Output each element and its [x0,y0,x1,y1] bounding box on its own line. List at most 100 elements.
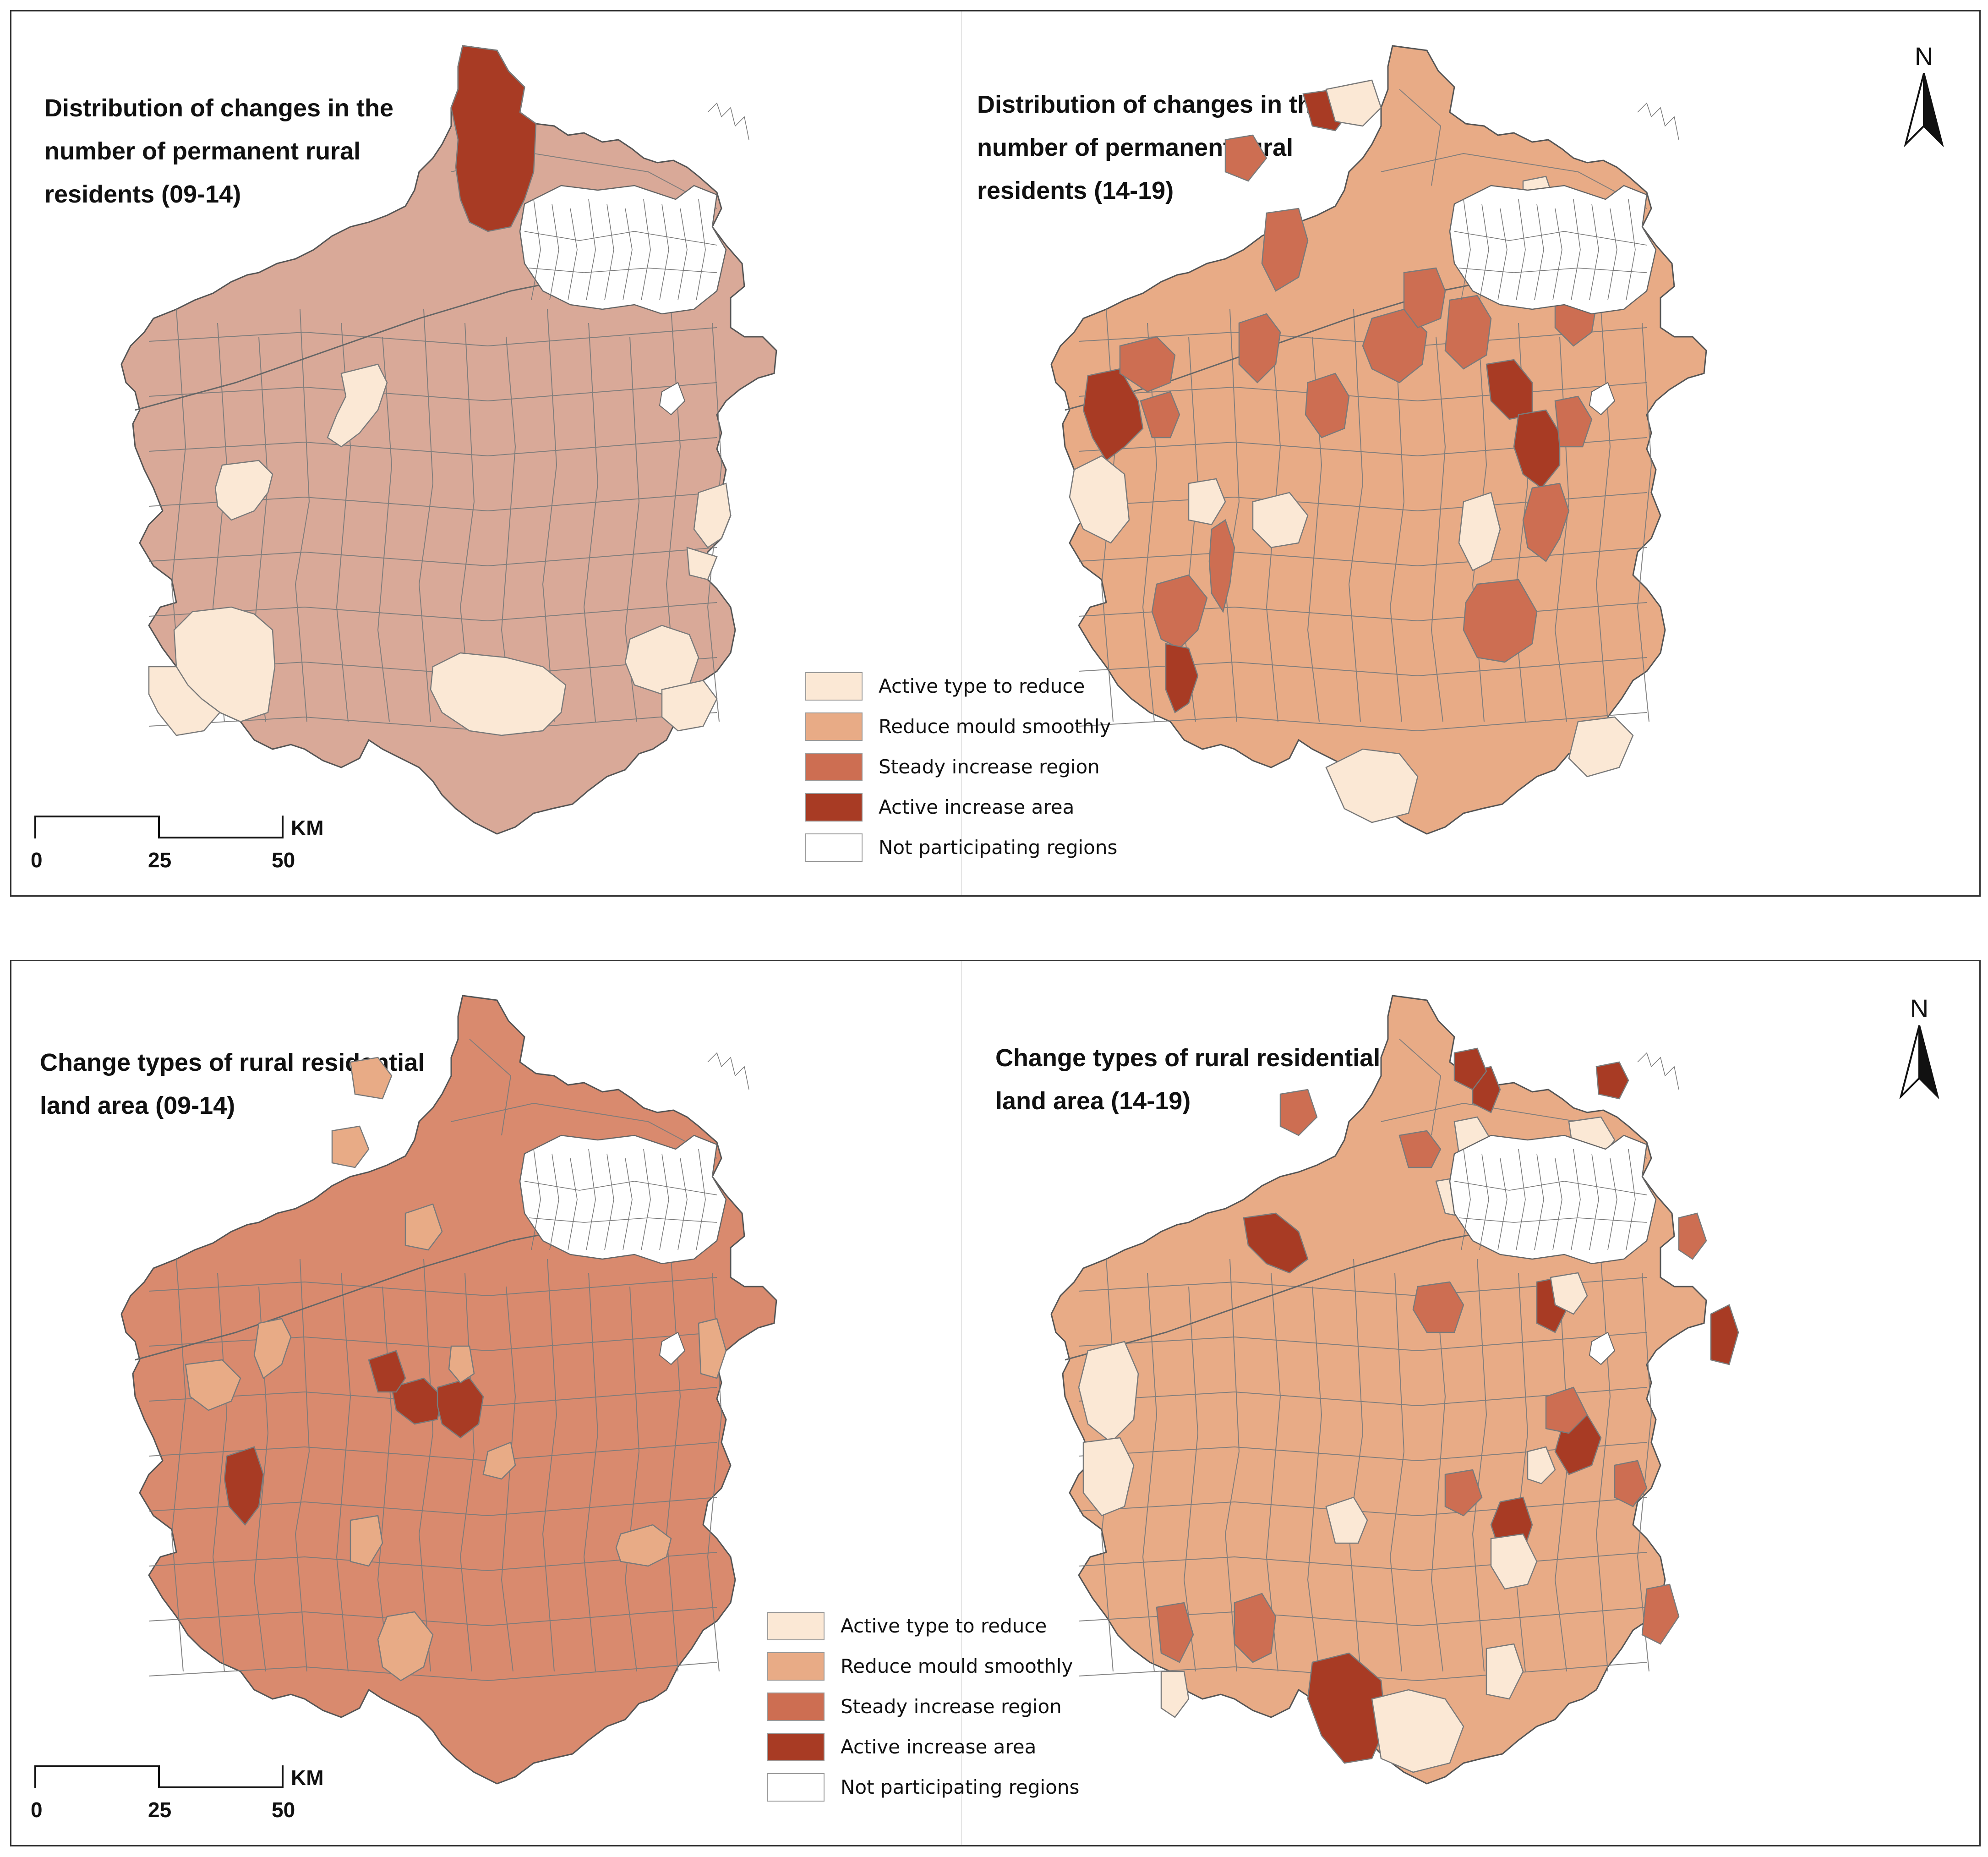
legend-label: Active type to reduce [879,675,1085,697]
region-polygon [1305,372,1350,438]
region-polygon [1151,574,1208,649]
region-polygon [1307,1652,1387,1764]
region-polygon [1082,1437,1135,1517]
legend-swatch [805,833,863,862]
scale-tick-25: 25 [148,848,172,872]
region-polygon [327,363,388,448]
region-polygon [1252,492,1309,548]
region-polygon [1412,1281,1464,1333]
region-polygon [1545,1386,1588,1434]
region-polygon [148,666,221,736]
region-polygon [214,460,273,521]
map-residents-14-19 [1050,45,1707,835]
legend-label: Not participating regions [841,1776,1080,1798]
region-polygon [350,1057,393,1100]
region-polygon [377,1611,434,1682]
region-polygon [1678,1212,1707,1260]
region-polygon [698,1318,727,1379]
region-polygon [1279,1089,1318,1136]
region-polygon [253,1318,292,1379]
railway-line [135,1222,603,1361]
map-residents-09-14 [120,45,777,835]
region-polygon [331,1125,370,1168]
region-polygon [1710,1304,1739,1365]
scale-tick-50: 50 [272,1798,295,1822]
region-polygon [615,1524,672,1567]
legend-label: Active increase area [841,1736,1037,1758]
region-polygon [693,482,732,548]
legend-swatch [767,1693,825,1721]
region-polygon [1453,1047,1487,1090]
region-polygon [1527,1446,1556,1485]
region-polygon [1554,395,1593,448]
region-polygon [185,1359,241,1411]
region-polygon [1614,1460,1648,1507]
region-polygon [1165,643,1199,713]
region-polygon [1513,409,1561,489]
panel-residential-land: Change types of rural residential land a… [10,960,1981,1846]
legend-label: Not participating regions [879,836,1118,859]
region-polygon [1444,1469,1483,1517]
legend-swatch [767,1652,825,1681]
region-polygon [1325,748,1419,823]
map-title-land-14-19: Change types of rural residential land a… [995,1044,1381,1115]
township-boundaries [148,1039,722,1682]
region-polygon [1119,336,1176,393]
scale-tick-50: 50 [272,848,295,872]
scale-bar-bottom: KM 0 25 50 [31,1765,324,1834]
region-polygon [1403,267,1446,329]
legend-label: Steady increase region [841,1695,1062,1718]
legend-swatch [805,712,863,741]
scale-unit: KM [291,816,324,840]
urban-subdistrict-lines [524,102,749,301]
scale-tick-25: 25 [148,1798,172,1822]
scale-tick-0: 0 [31,1798,43,1822]
urban-subdistrict-lines [1454,1052,1679,1250]
legend-label: Steady increase region [879,756,1100,778]
region-polygon [1238,313,1281,383]
map-title-residents-09-14: Distribution of changes in the number of… [44,94,394,208]
region-polygon [430,652,567,736]
scale-unit: KM [291,1766,324,1790]
region-polygon [368,1350,406,1393]
region-polygon [661,679,718,732]
region-polygon [1458,492,1501,571]
region-polygon [448,1345,475,1384]
scale-bar-top: KM 0 25 50 [31,816,324,884]
railway-line [135,272,603,411]
legend-label: Reduce mould smoothly [879,715,1111,738]
region-polygon [1490,1533,1538,1590]
legend-swatch [767,1612,825,1640]
region-polygon [391,1377,443,1425]
north-arrow-bottom: N [1894,993,1944,1099]
region-polygon [404,1203,443,1251]
region-polygon [224,1446,264,1526]
region-polygon [1208,519,1235,614]
legend-label: Active type to reduce [841,1615,1047,1637]
small-urban-area [1589,1331,1616,1365]
small-urban-area [659,382,686,416]
small-urban-area [659,1331,686,1365]
region-polygon [482,1441,516,1480]
region-polygon [1234,1593,1277,1663]
region-polygon [1325,1496,1368,1544]
panel-permanent-residents: Distribution of changes in the number of… [10,10,1981,897]
region-polygon [1261,208,1309,292]
north-arrow-top: N [1899,41,1949,147]
region-polygon [1160,1671,1190,1718]
legend-swatch [805,793,863,822]
railway-line [1065,1222,1533,1361]
region-polygon [1522,482,1570,562]
small-urban-area [1589,382,1616,416]
region-polygon [1082,368,1144,461]
region-polygon [1398,1130,1442,1168]
region-polygon [1140,391,1180,438]
region-polygon [1224,134,1267,182]
legend-swatch [805,753,863,781]
region-polygon [1243,1212,1309,1274]
north-label: N [1914,42,1933,71]
region-polygon [1550,1272,1588,1315]
urban-subdistrict-lines [524,1052,749,1250]
map-land-09-14 [120,995,777,1785]
region-polygon [686,547,718,581]
